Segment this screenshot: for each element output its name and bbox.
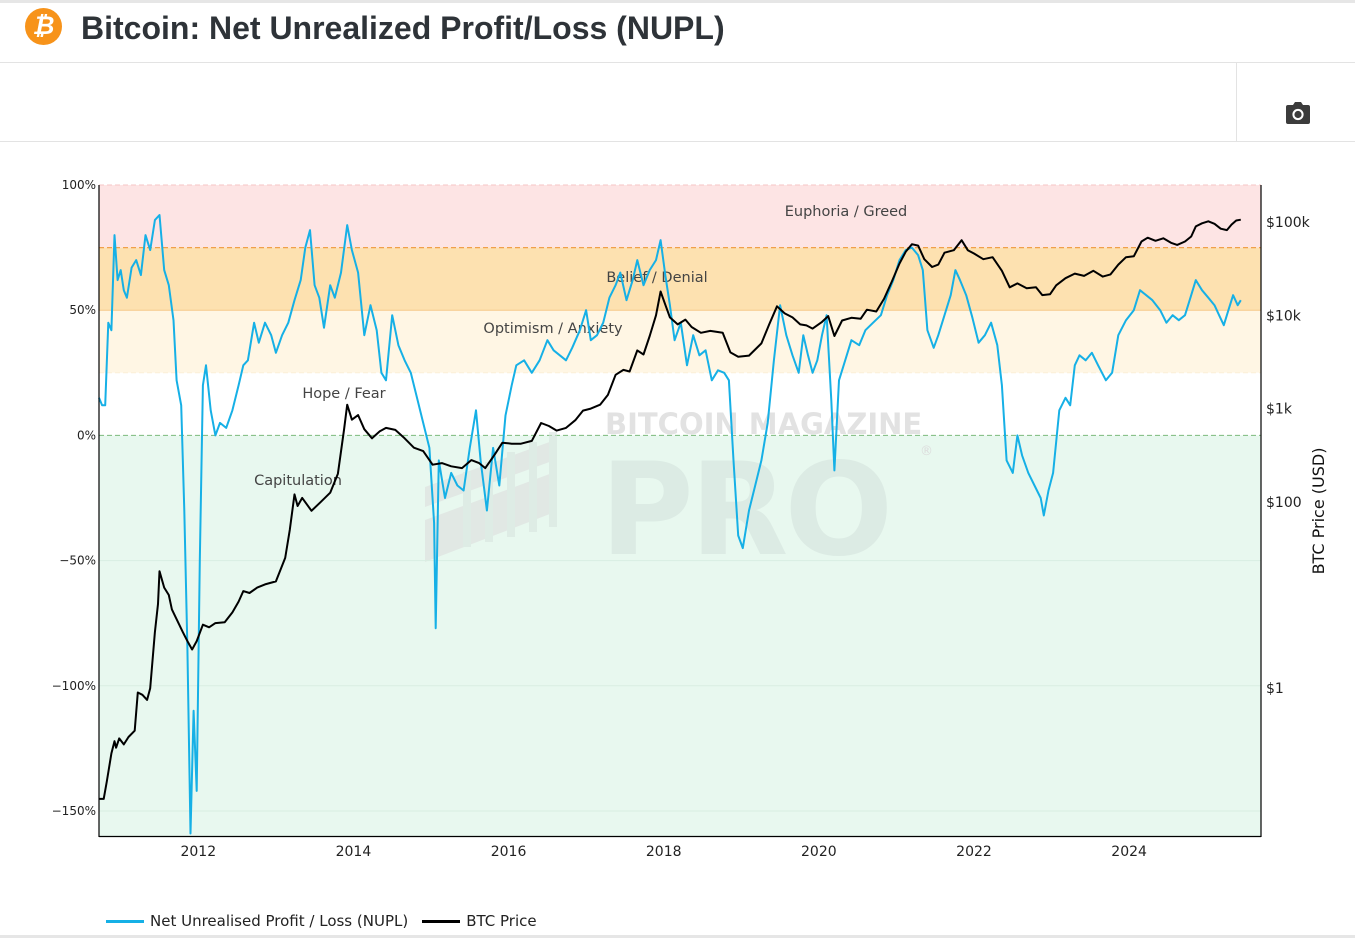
x-axis-tick-label: 2022 [956, 844, 992, 860]
camera-icon [1286, 102, 1310, 124]
toolbar-divider [1236, 63, 1237, 141]
zones-layer [99, 184, 1261, 836]
right-axis-tick-label: $100k [1266, 215, 1311, 231]
watermark-registered-mark: ® [920, 444, 933, 459]
x-axis-tick-label: 2014 [336, 844, 372, 860]
zone-belief-denial [99, 247, 1261, 311]
zone-hope-fear [99, 372, 1261, 436]
grid-layer [99, 560, 1261, 812]
zone-label-euphoria-greed: Euphoria / Greed [785, 204, 908, 220]
watermark-line2: PRO [600, 436, 889, 585]
legend-swatch-btc-price [422, 919, 461, 923]
left-axis-tick-label: −150% [52, 804, 96, 818]
right-axis-title: BTC Price (USD) [1309, 448, 1328, 575]
nupl-chart[interactable]: BITCOIN MAGAZINE PRO ® Euphoria / Greed B… [0, 142, 1355, 902]
left-axis-tick-label: −50% [59, 554, 96, 568]
legend-swatch-nupl [106, 919, 144, 923]
x-axis-tick-label: 2016 [491, 844, 527, 860]
zone-euphoria-greed [99, 185, 1261, 248]
left-axis-tick-label: 0% [77, 428, 96, 442]
zone-label-capitulation: Capitulation [254, 473, 342, 489]
chart-toolbar [0, 63, 1355, 142]
bottom-border [0, 935, 1355, 938]
page-header: ₿ Bitcoin: Net Unrealized Profit/Loss (N… [0, 3, 1355, 63]
bitcoin-logo-icon: ₿ [25, 8, 62, 45]
right-axis-tick-label: $100 [1266, 495, 1302, 511]
axes-layer: 100% 50% 0% −50% −100% −150% $100k $10k $1k $100 $… [52, 178, 1311, 860]
zone-optimism-anxiety [99, 310, 1261, 373]
x-axis-tick-label: 2018 [646, 844, 682, 860]
series-layer [98, 214, 1242, 835]
legend-item-btc-price[interactable]: BTC Price [422, 912, 537, 930]
page-title: Bitcoin: Net Unrealized Profit/Loss (NUP… [81, 10, 725, 46]
left-axis-tick-label: −100% [52, 679, 96, 693]
right-axis-tick-label: $1k [1266, 402, 1293, 418]
zone-label-hope-fear: Hope / Fear [302, 386, 385, 402]
legend-label-btc-price: BTC Price [466, 912, 537, 930]
chart-legend: Net Unrealised Profit / Loss (NUPL) BTC … [106, 910, 551, 932]
x-axis-tick-label: 2024 [1111, 844, 1147, 860]
watermark-line1: BITCOIN MAGAZINE [605, 407, 922, 441]
x-axis-tick-label: 2012 [180, 844, 216, 860]
download-snapshot-button[interactable] [1284, 101, 1312, 127]
nupl-series-line [98, 214, 1242, 835]
left-axis-tick-label: 50% [69, 303, 96, 317]
left-axis-tick-label: 100% [62, 178, 96, 192]
right-axis-tick-label: $10k [1266, 308, 1302, 324]
legend-label-nupl: Net Unrealised Profit / Loss (NUPL) [150, 912, 409, 930]
legend-item-nupl[interactable]: Net Unrealised Profit / Loss (NUPL) [106, 912, 408, 930]
btc-price-series-line [99, 218, 1241, 800]
right-axis-tick-label: $1 [1266, 681, 1284, 697]
top-border [0, 0, 1355, 3]
x-axis-tick-label: 2020 [801, 844, 837, 860]
